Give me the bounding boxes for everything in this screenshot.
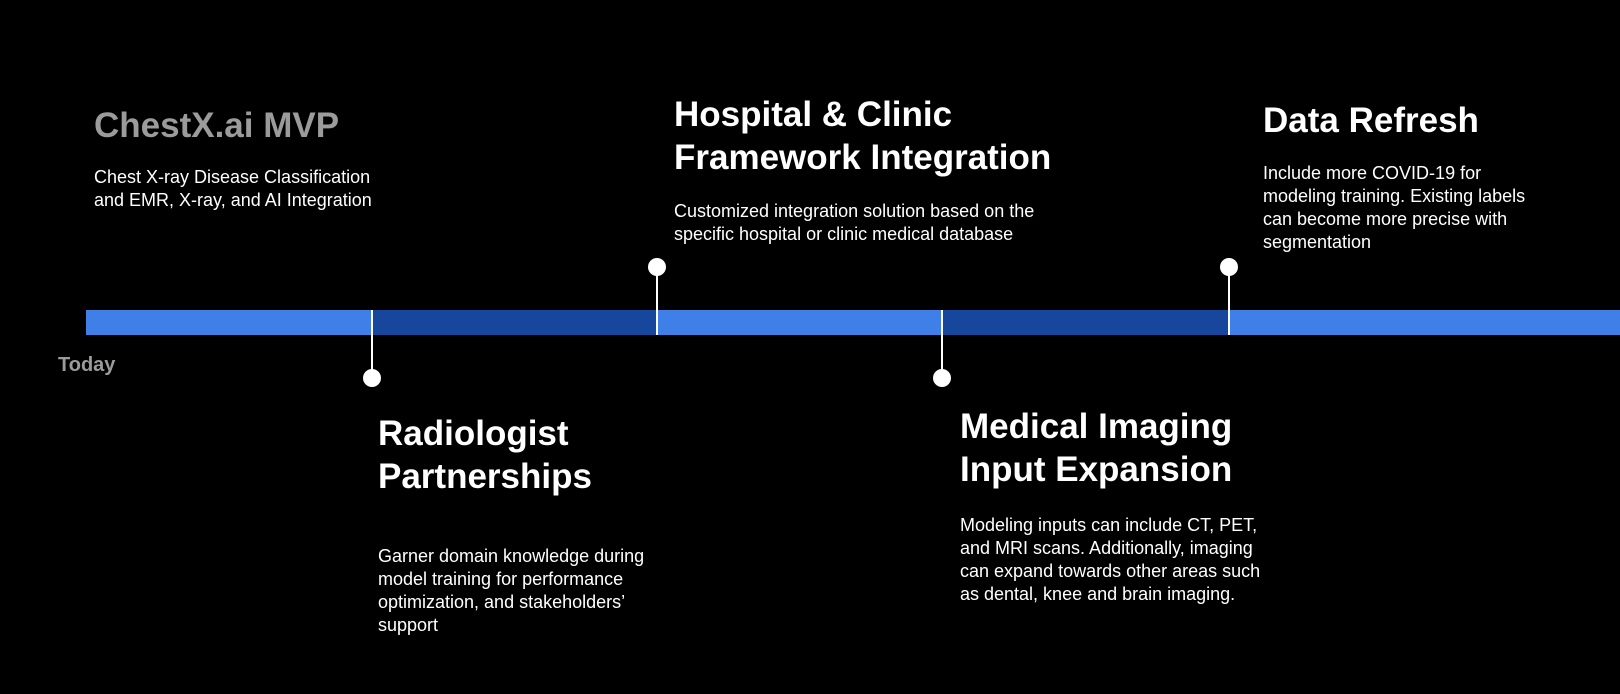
milestone-title: Data Refresh: [1263, 101, 1479, 140]
milestone-mvp: ChestX.ai MVP Chest X-ray Disease Classi…: [94, 104, 414, 212]
timeline-segment-5: [1229, 310, 1620, 335]
milestone-marker-radiologist: [363, 369, 381, 387]
connector-line-hospital: [656, 267, 658, 335]
milestone-title: Medical Imaging Input Expansion: [960, 407, 1233, 489]
milestone-description: Include more COVID-19 for modeling train…: [1263, 163, 1526, 252]
milestone-title: Hospital & Clinic Framework Integration: [674, 95, 1052, 177]
connector-line-data-refresh: [1228, 267, 1230, 335]
milestone-title: ChestX.ai MVP: [94, 106, 340, 145]
milestone-description: Customized integration solution based on…: [674, 201, 1035, 244]
milestone-medical-imaging-expansion: Medical Imaging Input Expansion Modeling…: [960, 405, 1270, 606]
timeline-segment-4: [942, 310, 1229, 335]
milestone-description: Modeling inputs can include CT, PET, and…: [960, 515, 1261, 604]
milestone-hospital-integration: Hospital & Clinic Framework Integration …: [674, 93, 1094, 246]
timeline-start-label: Today: [58, 354, 116, 376]
milestone-data-refresh: Data Refresh Include more COVID-19 for m…: [1263, 99, 1563, 254]
timeline-segment-3: [657, 310, 942, 335]
milestone-description: Garner domain knowledge during model tra…: [378, 546, 645, 635]
connector-line-medical-imaging: [941, 310, 943, 378]
milestone-title: Radiologist Partnerships: [378, 414, 592, 496]
timeline-segment-1: [86, 310, 373, 335]
milestone-marker-medical-imaging: [933, 369, 951, 387]
timeline-segment-2: [373, 310, 657, 335]
milestone-description: Chest X-ray Disease Classification and E…: [94, 167, 372, 210]
milestone-radiologist-partnerships: Radiologist Partnerships Garner domain k…: [378, 412, 668, 637]
connector-line-radiologist: [371, 310, 373, 378]
